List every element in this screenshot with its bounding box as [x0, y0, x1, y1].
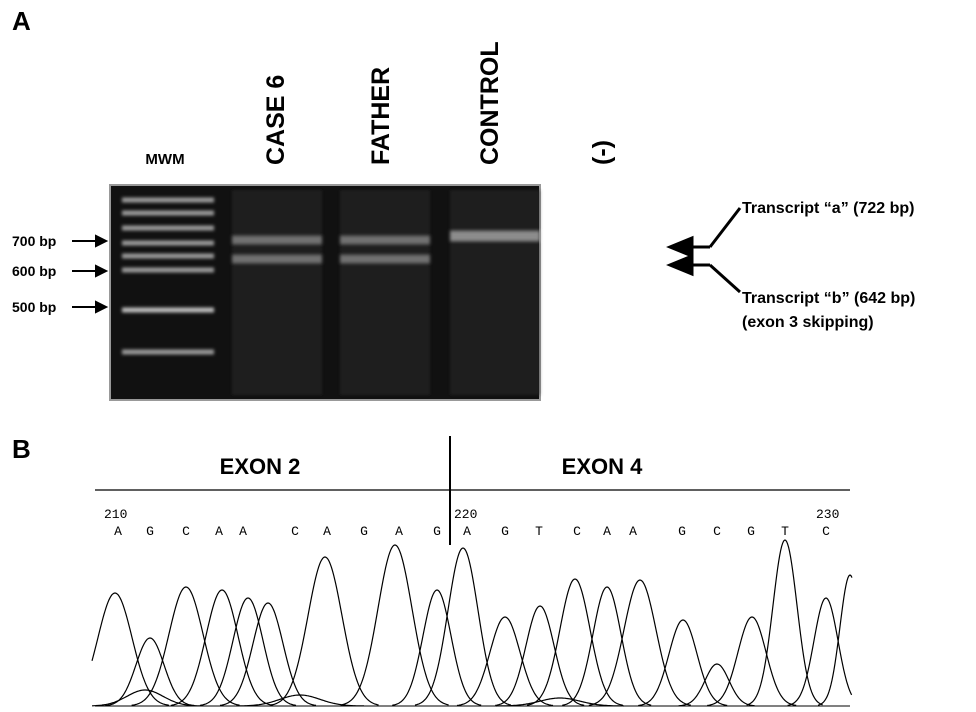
ladder-band: [122, 241, 214, 246]
lane-label: (-): [588, 140, 616, 165]
base-call: C: [573, 524, 581, 539]
ladder-band: [122, 211, 214, 216]
base-call: C: [182, 524, 190, 539]
trace-peak: [415, 548, 511, 705]
trace-peak: [105, 638, 194, 706]
trace-peak: [679, 664, 755, 706]
trace-peak: [747, 540, 823, 705]
trace-peak: [271, 557, 379, 705]
transcript-label: (exon 3 skipping): [742, 314, 874, 331]
chromatogram: [92, 540, 852, 706]
base-call: G: [501, 524, 509, 539]
trace-peak: [392, 590, 481, 705]
lane-smear: [232, 190, 322, 395]
base-call: A: [629, 524, 637, 539]
ladder-band: [122, 226, 214, 231]
ladder-band: [122, 350, 214, 355]
figure: A MWM CASE 6 FATHER CONTROL (-) 700 bp 6…: [0, 0, 976, 712]
base-call: A: [395, 524, 403, 539]
panel-label: B: [12, 434, 31, 464]
base-call: C: [713, 524, 721, 539]
marker-arrows: [72, 236, 106, 312]
trace-peak: [457, 617, 553, 706]
lane-label: FATHER: [367, 67, 395, 165]
transcript-arrows: [670, 208, 740, 292]
trace-peak: [92, 593, 169, 705]
lane-label: MWM: [145, 151, 184, 168]
exon-label: EXON 2: [220, 454, 301, 479]
base-call: G: [678, 524, 686, 539]
base-call: G: [360, 524, 368, 539]
lane-label: CASE 6: [262, 75, 290, 165]
lane-smear: [340, 190, 430, 395]
trace-peak: [200, 598, 296, 705]
trace-peak: [818, 575, 852, 705]
position-label: 230: [816, 507, 839, 522]
panel-label: A: [12, 6, 31, 36]
base-call: A: [323, 524, 331, 539]
trace-peak: [707, 617, 796, 706]
lane-smear: [450, 190, 540, 395]
lane-label: CONTROL: [476, 41, 504, 165]
base-call: C: [291, 524, 299, 539]
base-call: T: [535, 524, 543, 539]
exon-label: EXON 4: [562, 454, 643, 479]
ladder-band: [122, 254, 214, 259]
base-call: C: [822, 524, 830, 539]
base-call: A: [463, 524, 471, 539]
trace-peak: [562, 587, 651, 705]
transcript-label: Transcript “a” (722 bp): [742, 200, 915, 217]
trace-peak: [495, 606, 584, 705]
marker-label: 500 bp: [12, 299, 56, 315]
base-call: G: [747, 524, 755, 539]
ladder-band: [122, 198, 214, 203]
trace-peak: [638, 620, 727, 706]
ladder-band: [122, 268, 214, 273]
base-call: A: [114, 524, 122, 539]
ladder-band: [122, 308, 214, 313]
marker-label: 700 bp: [12, 233, 56, 249]
base-call: A: [603, 524, 611, 539]
trace-peak: [171, 590, 273, 705]
base-call: T: [781, 524, 789, 539]
base-call: A: [215, 524, 223, 539]
base-call: G: [146, 524, 154, 539]
trace-peak: [496, 698, 624, 706]
base-call: A: [239, 524, 247, 539]
base-call: G: [433, 524, 441, 539]
position-label: 210: [104, 507, 127, 522]
transcript-label: Transcript “b” (642 bp): [742, 290, 915, 307]
marker-label: 600 bp: [12, 263, 56, 279]
position-label: 220: [454, 507, 477, 522]
